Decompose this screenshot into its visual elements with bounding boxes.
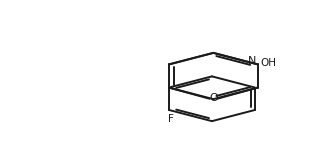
Text: O: O — [209, 93, 218, 103]
Text: N: N — [248, 56, 256, 66]
Text: OH: OH — [261, 58, 277, 68]
Text: F: F — [168, 114, 173, 124]
